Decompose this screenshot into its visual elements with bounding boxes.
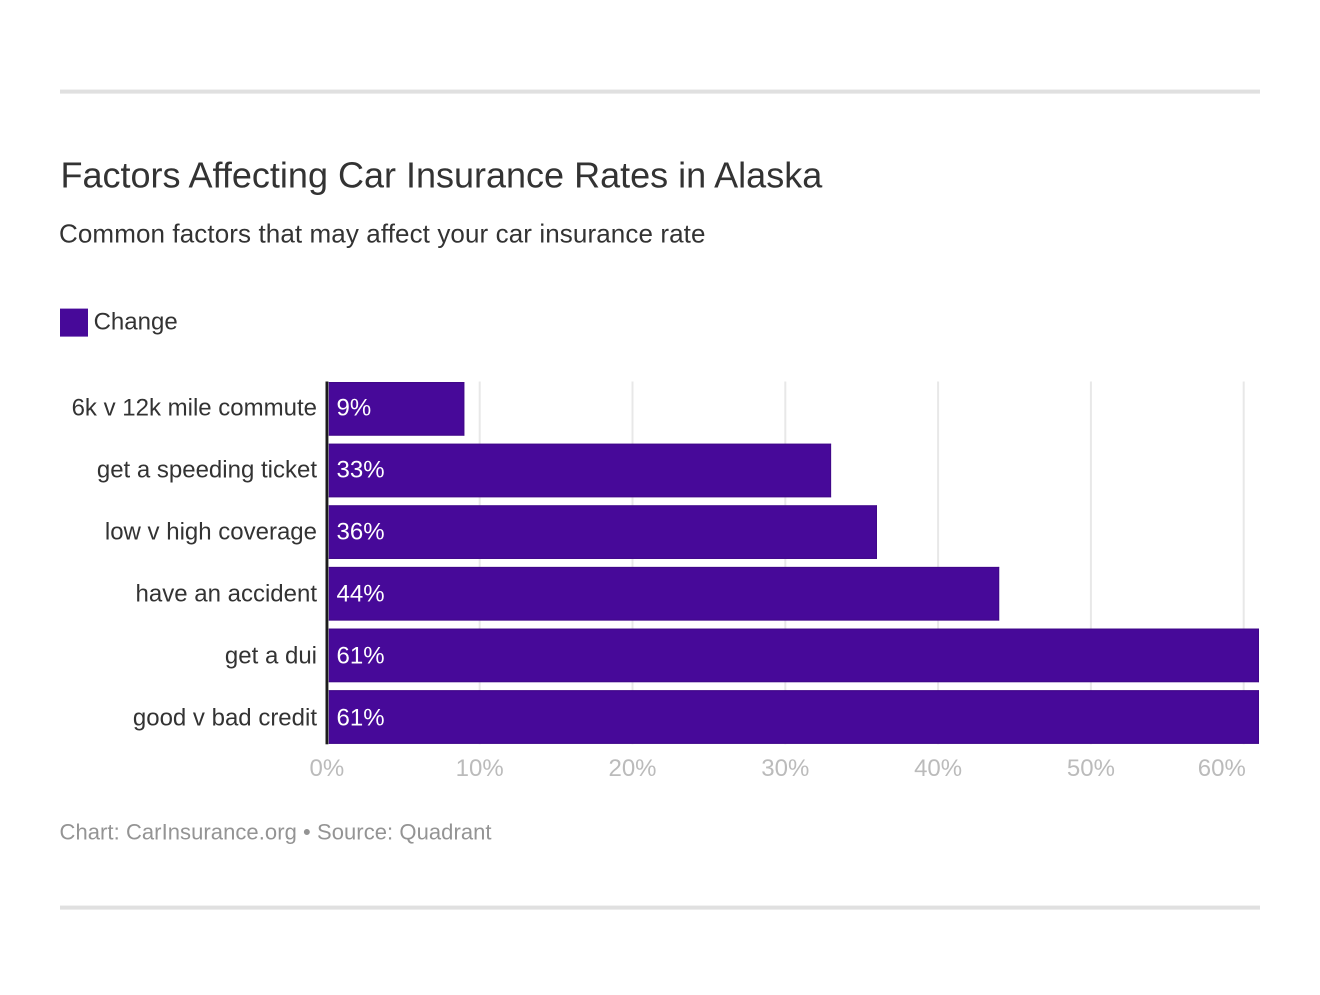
- svg-text:44%: 44%: [337, 581, 385, 608]
- svg-text:0%: 0%: [310, 755, 345, 782]
- svg-text:have an accident: have an accident: [136, 581, 318, 608]
- svg-text:Chart: CarInsurance.org • Sour: Chart: CarInsurance.org • Source: Quadra…: [60, 819, 492, 844]
- svg-text:6k v 12k mile commute: 6k v 12k mile commute: [72, 395, 317, 422]
- svg-text:20%: 20%: [608, 755, 656, 782]
- svg-text:get a dui: get a dui: [225, 643, 317, 670]
- svg-text:33%: 33%: [337, 457, 385, 484]
- svg-text:Factors Affecting Car Insuranc: Factors Affecting Car Insurance Rates in…: [61, 155, 824, 196]
- svg-text:Common factors that may affect: Common factors that may affect your car …: [59, 219, 706, 249]
- svg-text:61%: 61%: [337, 705, 385, 732]
- svg-text:36%: 36%: [337, 519, 385, 546]
- svg-text:50%: 50%: [1067, 755, 1115, 782]
- svg-text:9%: 9%: [337, 395, 372, 422]
- svg-text:get a speeding ticket: get a speeding ticket: [97, 457, 317, 484]
- svg-text:10%: 10%: [456, 755, 504, 782]
- svg-text:low v high coverage: low v high coverage: [105, 519, 317, 546]
- svg-text:30%: 30%: [761, 755, 809, 782]
- svg-text:60%: 60%: [1198, 755, 1246, 782]
- svg-text:Change: Change: [94, 309, 178, 336]
- svg-text:good v bad credit: good v bad credit: [133, 705, 317, 732]
- svg-text:40%: 40%: [914, 755, 962, 782]
- svg-text:61%: 61%: [337, 643, 385, 670]
